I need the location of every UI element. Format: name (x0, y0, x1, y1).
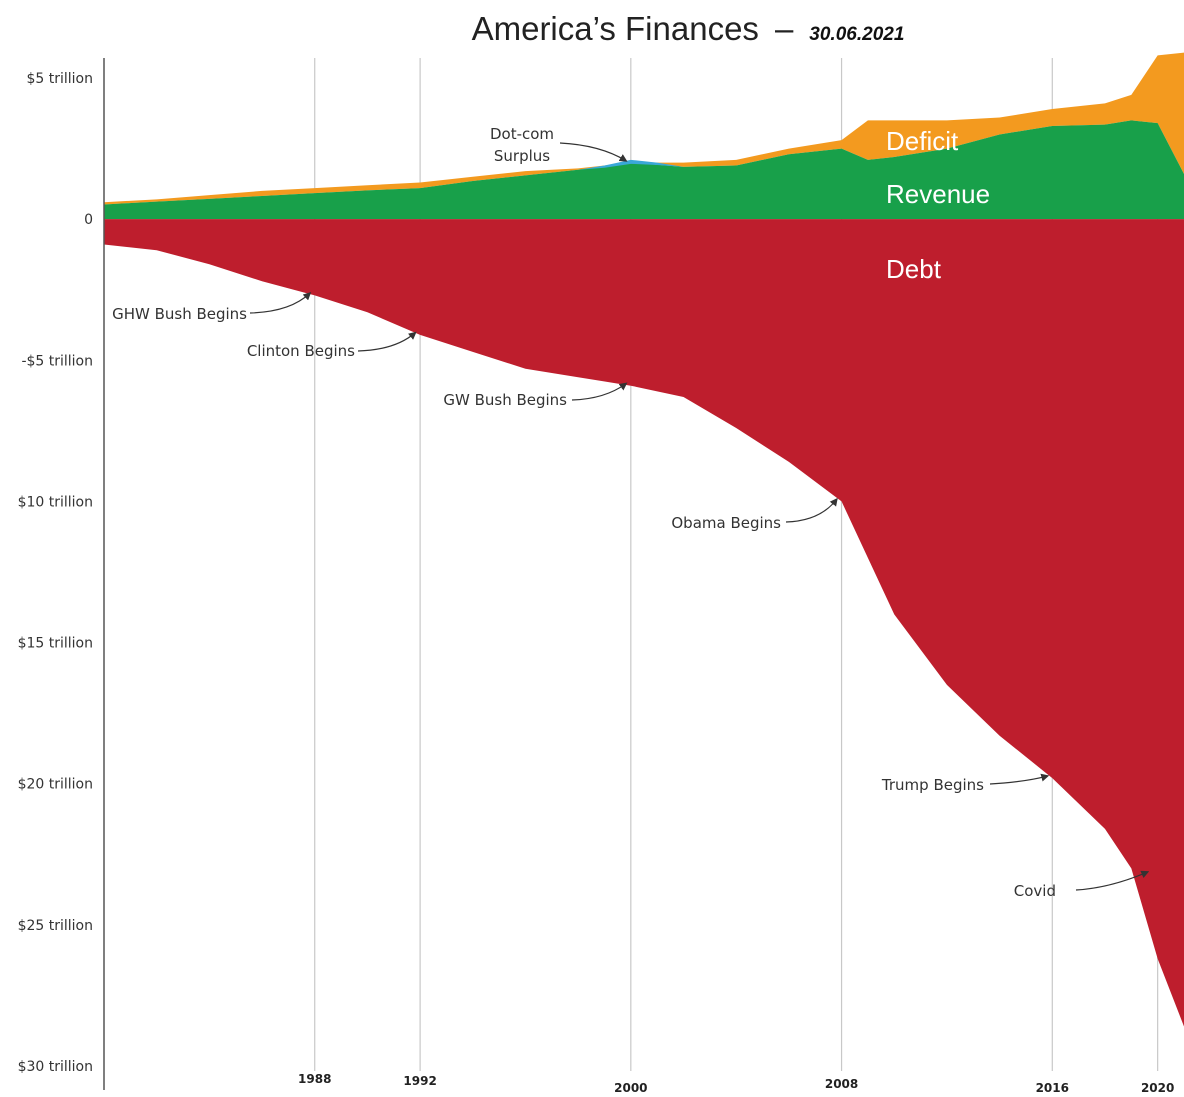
y-tick-label-15-trillion: $15 trillion (18, 636, 93, 652)
annotation-clinton-begins: Clinton Begins (247, 331, 417, 360)
area-debt (104, 219, 1184, 1027)
annotation-arrow (559, 142, 628, 162)
annotation-text: Covid (1014, 882, 1056, 900)
annotation-arrow (989, 773, 1050, 785)
y-tick-label-0: 0 (84, 212, 93, 228)
area-revenue (104, 120, 1184, 220)
area-label-debt: Debt (886, 254, 942, 284)
y-tick-label-5-trillion: -$5 trillion (21, 353, 93, 369)
annotation-text: Obama Begins (671, 514, 781, 532)
annotation-ghw-bush-begins: GHW Bush Begins (112, 291, 312, 323)
area-labels: Deficit Revenue Debt (886, 126, 990, 284)
annotation-trump-begins: Trump Begins (881, 773, 1050, 794)
area-deficit (104, 52, 1184, 205)
annotation-arrow (249, 291, 312, 314)
annotation-dot-com: Dot-com Surplus (490, 125, 628, 165)
x-tick-label-2000: 2000 (614, 1081, 647, 1095)
annotation-text-2: Surplus (494, 147, 550, 165)
chart-title-main: America’s Finances (472, 10, 759, 47)
annotation-arrow (785, 497, 838, 523)
x-axis-ticks: 1988 1992 2000 2008 2016 2020 (298, 1072, 1174, 1095)
x-tick-label-2020: 2020 (1141, 1081, 1174, 1095)
x-tick-label-1988: 1988 (298, 1072, 331, 1086)
annotation-arrow (357, 331, 417, 352)
annotation-covid: Covid (1014, 870, 1150, 900)
annotations: Dot-com Surplus GHW Bush Begins Clinton Beg… (112, 125, 1150, 900)
y-tick-label-10-trillion: $10 trillion (18, 494, 93, 510)
annotation-text: Dot-com (490, 125, 554, 143)
area-label-revenue: Revenue (886, 179, 990, 209)
area-series (104, 52, 1184, 1027)
y-tick-label-20-trillion: $20 trillion (18, 777, 93, 793)
x-tick-label-2016: 2016 (1036, 1081, 1069, 1095)
chart-title: America’s Finances – 30.06.2021 (472, 10, 905, 47)
chart-subtitle: 30.06.2021 (809, 24, 904, 45)
x-tick-label-2008: 2008 (825, 1077, 858, 1091)
y-tick-label-30-trillion: $30 trillion (18, 1059, 93, 1075)
annotation-text: Trump Begins (881, 776, 984, 794)
annotation-obama-begins: Obama Begins (671, 497, 838, 532)
annotation-arrow (571, 382, 628, 401)
annotation-arrow (1075, 870, 1150, 891)
y-tick-label-5-trillion: $5 trillion (26, 71, 93, 87)
annotation-text: GW Bush Begins (443, 391, 567, 409)
y-tick-label-25-trillion: $25 trillion (18, 918, 93, 934)
area-dot-com-surplus (578, 159, 684, 170)
area-label-deficit: Deficit (886, 126, 959, 156)
y-axis-ticks: $5 trillion 0 -$5 trillion $10 trillion $15 … (18, 71, 93, 1075)
x-tick-label-1992: 1992 (403, 1074, 436, 1088)
annotation-text: GHW Bush Begins (112, 305, 247, 323)
annotation-text: Clinton Begins (247, 342, 355, 360)
annotation-gw-bush-begins: GW Bush Begins (443, 382, 628, 409)
